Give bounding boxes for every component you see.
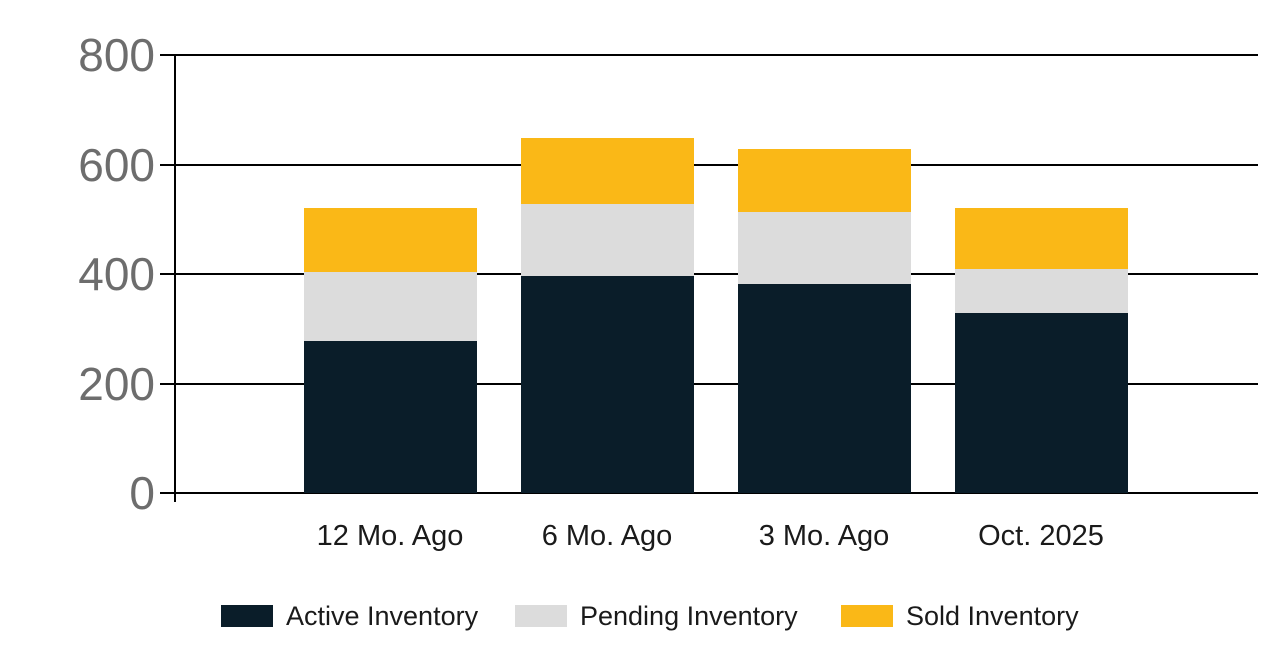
bar-group bbox=[737, 149, 911, 493]
y-tick-label: 400 bbox=[78, 248, 155, 300]
y-tick-label: 800 bbox=[78, 29, 155, 81]
bar-segment-pending-inventory bbox=[303, 272, 477, 341]
y-axis-tick bbox=[160, 492, 175, 494]
legend-item: Active Inventory bbox=[221, 600, 479, 631]
y-tick-label: 600 bbox=[78, 138, 155, 191]
y-tick-label: 200 bbox=[78, 357, 155, 410]
bar-segment-active-inventory bbox=[737, 284, 911, 493]
gridline bbox=[175, 273, 1258, 275]
x-axis-label: 6 Mo. Ago bbox=[541, 520, 673, 552]
gridline bbox=[175, 163, 1258, 166]
bar-segment-sold-inventory bbox=[303, 208, 477, 273]
y-axis-tick bbox=[160, 54, 175, 56]
plot-area bbox=[175, 54, 1258, 494]
bar-segment-active-inventory bbox=[954, 313, 1128, 493]
bar-segment-pending-inventory bbox=[520, 204, 694, 277]
bar-group bbox=[520, 138, 694, 493]
y-axis-line bbox=[174, 55, 176, 502]
x-axis-label: 12 Mo. Ago bbox=[316, 520, 464, 552]
x-axis-label: 3 Mo. Ago bbox=[758, 520, 890, 552]
legend-swatch bbox=[221, 605, 273, 627]
gridline bbox=[175, 382, 1258, 385]
y-axis-tick bbox=[160, 273, 175, 275]
bar-segment-pending-inventory bbox=[737, 212, 911, 285]
y-axis-tick bbox=[160, 382, 175, 385]
bar-segment-active-inventory bbox=[303, 340, 477, 493]
y-tick-label: 0 bbox=[129, 467, 155, 519]
gridline bbox=[175, 54, 1258, 56]
bar-group bbox=[303, 208, 477, 493]
bar-group bbox=[954, 208, 1128, 493]
bar-segment-active-inventory bbox=[520, 276, 694, 493]
legend-label: Sold Inventory bbox=[906, 600, 1079, 631]
legend-label: Active Inventory bbox=[286, 600, 479, 631]
bar-segment-sold-inventory bbox=[520, 138, 694, 205]
bar-segment-sold-inventory bbox=[737, 149, 911, 213]
x-axis-label: Oct. 2025 bbox=[978, 520, 1104, 552]
bar-segment-sold-inventory bbox=[954, 208, 1128, 269]
bar-segment-pending-inventory bbox=[954, 268, 1128, 314]
y-axis-tick bbox=[160, 163, 175, 166]
legend-item: Sold Inventory bbox=[841, 600, 1079, 631]
legend-label: Pending Inventory bbox=[580, 600, 798, 631]
legend-swatch bbox=[841, 605, 893, 627]
legend-swatch bbox=[515, 605, 567, 627]
gridline bbox=[175, 492, 1258, 494]
legend-item: Pending Inventory bbox=[515, 600, 798, 631]
